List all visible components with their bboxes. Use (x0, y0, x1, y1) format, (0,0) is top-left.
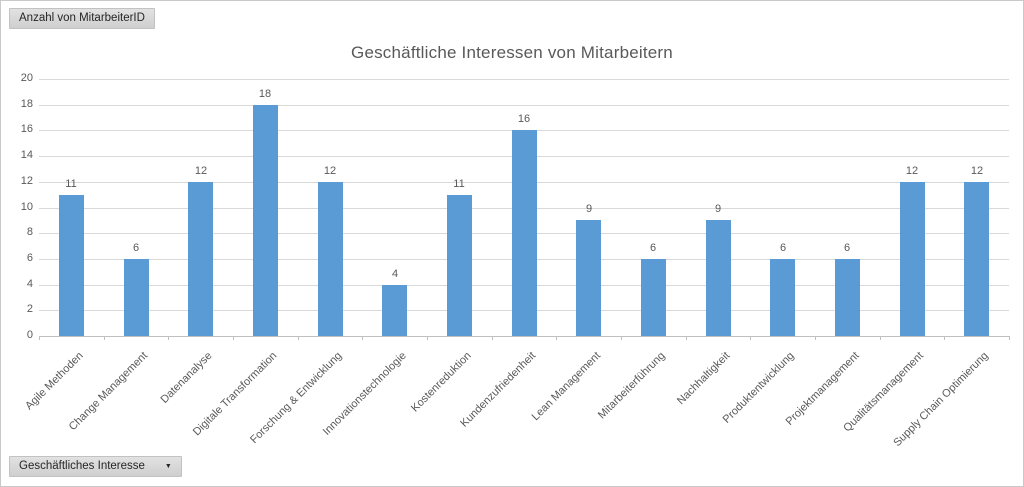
x-axis-tick (944, 336, 945, 340)
y-axis-tick-label: 16 (20, 123, 33, 135)
bar[interactable] (512, 130, 537, 336)
x-axis-category-label: Lean Management (529, 349, 603, 424)
chart-title: Geschäftliche Interessen von Mitarbeiter… (351, 43, 673, 62)
bar[interactable] (382, 285, 407, 336)
x-axis-category-label: Kundenzufriedenheit (458, 349, 539, 430)
x-axis-category-label: Kostenreduktion (408, 349, 474, 415)
bar[interactable] (900, 182, 925, 336)
x-axis-tick (686, 336, 687, 340)
bar-value-label: 6 (779, 242, 787, 254)
y-axis-tick-label: 12 (20, 175, 33, 187)
x-axis-category-label: Produktentwicklung (720, 349, 797, 426)
bar[interactable] (835, 259, 860, 336)
x-axis-tick (1009, 336, 1010, 340)
y-axis-tick-label: 4 (26, 278, 33, 290)
x-axis-tick (492, 336, 493, 340)
bar[interactable] (253, 105, 278, 336)
x-axis-tick (880, 336, 881, 340)
x-axis-tick (556, 336, 557, 340)
bar-value-label: 11 (453, 178, 465, 190)
x-axis-tick (750, 336, 751, 340)
x-axis-tick (39, 336, 40, 340)
x-axis-tick (233, 336, 234, 340)
bar-value-label: 6 (132, 242, 140, 254)
y-axis-tick-label: 0 (26, 329, 33, 341)
bar-value-label: 12 (323, 165, 337, 177)
y-axis-tick-label: 8 (26, 226, 33, 238)
bar[interactable] (576, 220, 601, 336)
bar[interactable] (318, 182, 343, 336)
bar-value-label: 6 (649, 242, 657, 254)
y-axis-tick-label: 2 (26, 303, 33, 315)
x-axis-tick (168, 336, 169, 340)
bar[interactable] (641, 259, 666, 336)
bar-value-label: 16 (517, 113, 531, 125)
x-axis-category-label: Nachhaltigkeit (674, 349, 733, 408)
y-axis-tick-label: 18 (20, 98, 33, 110)
y-axis-tick-label: 10 (20, 201, 33, 213)
bar-value-label: 12 (194, 165, 208, 177)
bar[interactable] (188, 182, 213, 336)
x-axis-category-label: Datenanalyse (158, 349, 215, 406)
bar-value-label: 4 (391, 268, 399, 280)
bar-value-label: 12 (970, 165, 984, 177)
x-axis-tick (427, 336, 428, 340)
x-axis-line (39, 336, 1009, 337)
x-axis-category-label: Agile Methoden (23, 349, 86, 413)
axis-field-button[interactable]: Geschäftliches Interesse ▼ (9, 456, 182, 477)
bar-value-label: 9 (585, 203, 593, 215)
bar[interactable] (770, 259, 795, 336)
x-axis-tick (621, 336, 622, 340)
axis-field-label: Geschäftliches Interesse (19, 460, 145, 472)
x-axis-category-label: Mitarbeiterführung (595, 349, 668, 422)
bar-value-label: 11 (65, 178, 77, 190)
bar-value-label: 18 (258, 88, 272, 100)
bar[interactable] (59, 195, 84, 336)
gridline (39, 105, 1009, 106)
x-axis-tick (362, 336, 363, 340)
value-field-button[interactable]: Anzahl von MitarbeiterID (9, 8, 155, 29)
y-axis-tick-label: 6 (26, 252, 33, 264)
gridline (39, 79, 1009, 80)
y-axis-tick-label: 14 (20, 149, 33, 161)
bar-value-label: 12 (905, 165, 919, 177)
bar[interactable] (706, 220, 731, 336)
bar-value-label: 9 (714, 203, 722, 215)
y-axis-tick-label: 20 (20, 72, 33, 84)
x-axis-tick (298, 336, 299, 340)
x-axis-tick (104, 336, 105, 340)
dropdown-arrow-icon: ▼ (164, 463, 172, 470)
bar[interactable] (447, 195, 472, 336)
x-axis-tick (815, 336, 816, 340)
bar[interactable] (964, 182, 989, 336)
bar[interactable] (124, 259, 149, 336)
bar-value-label: 6 (843, 242, 851, 254)
